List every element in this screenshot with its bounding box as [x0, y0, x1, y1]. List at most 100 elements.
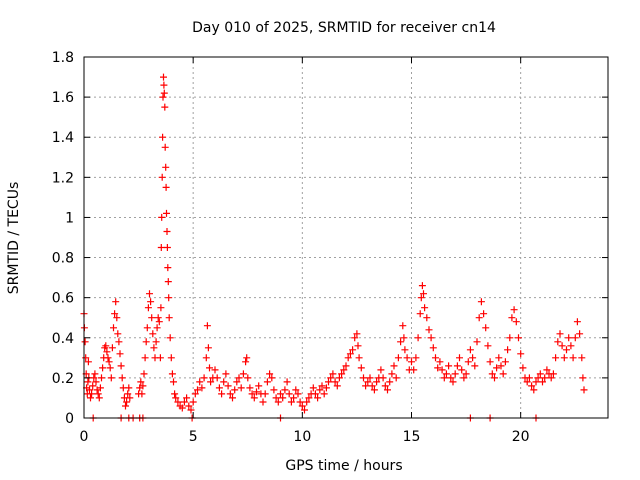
- data-point: [126, 394, 134, 402]
- data-point: [213, 374, 221, 382]
- data-point: [322, 384, 330, 392]
- data-point: [164, 278, 172, 286]
- data-point: [370, 386, 378, 394]
- data-point: [360, 374, 367, 382]
- data-point: [386, 378, 394, 386]
- data-point: [255, 382, 263, 390]
- data-point: [480, 310, 488, 318]
- data-point: [493, 364, 501, 372]
- data-point: [519, 364, 527, 372]
- data-point: [445, 362, 453, 370]
- data-point: [412, 354, 420, 362]
- data-point: [296, 398, 304, 406]
- data-point: [438, 366, 446, 374]
- data-point: [162, 183, 170, 191]
- data-point: [580, 386, 588, 394]
- axis-ticks: 0 0.2 0.4 0.6 0.8 1 1.2 1.4 1.6 1.8 0 5 10 15 20: [52, 50, 608, 445]
- data-point: [87, 394, 94, 402]
- y-tick-label: 1.6: [52, 90, 74, 106]
- data-point: [191, 390, 199, 398]
- data-point: [139, 382, 147, 390]
- data-point: [301, 406, 308, 414]
- y-tick-label: 1: [65, 210, 74, 226]
- data-point: [285, 390, 293, 398]
- data-point: [141, 354, 149, 362]
- data-point: [152, 338, 160, 346]
- data-point: [172, 394, 180, 402]
- data-point: [142, 338, 150, 346]
- x-tick-label: 5: [189, 429, 198, 445]
- data-point: [229, 394, 236, 402]
- data-point: [400, 334, 408, 342]
- data-point: [231, 386, 239, 394]
- data-point: [331, 378, 339, 386]
- data-point: [397, 338, 405, 346]
- data-point: [84, 358, 92, 366]
- data-point: [94, 390, 102, 398]
- data-point: [442, 370, 450, 378]
- data-point: [112, 298, 120, 306]
- data-point: [458, 366, 466, 374]
- x-tick-label: 0: [80, 429, 89, 445]
- data-point: [95, 394, 103, 402]
- data-point: [159, 93, 167, 101]
- data-point: [194, 386, 201, 394]
- data-point: [414, 334, 422, 342]
- data-point: [160, 73, 167, 81]
- data-point: [567, 342, 575, 350]
- data-point: [338, 370, 346, 378]
- y-tick-label: 0.8: [52, 251, 74, 267]
- x-tick-label: 20: [512, 429, 530, 445]
- data-point: [111, 310, 119, 318]
- y-tick-label: 0.4: [52, 331, 74, 347]
- data-point: [279, 394, 287, 402]
- data-point: [206, 364, 213, 372]
- data-point: [460, 374, 468, 382]
- data-point: [103, 348, 111, 356]
- data-point: [272, 394, 280, 402]
- data-point: [239, 370, 247, 378]
- data-point: [429, 344, 437, 352]
- data-point: [144, 304, 152, 312]
- data-point: [366, 374, 374, 382]
- data-point: [268, 374, 276, 382]
- data-point: [104, 354, 112, 362]
- y-tick-label: 0: [65, 411, 74, 427]
- data-point: [292, 386, 300, 394]
- data-point: [114, 330, 122, 338]
- data-point: [539, 378, 546, 386]
- data-point: [410, 366, 418, 374]
- data-point: [140, 370, 148, 378]
- data-point: [86, 386, 93, 394]
- data-point: [475, 314, 483, 322]
- data-point: [384, 386, 391, 394]
- data-point: [379, 374, 387, 382]
- y-tick-label: 0.6: [52, 291, 74, 307]
- data-point: [346, 350, 354, 358]
- data-point: [349, 346, 357, 354]
- data-point: [148, 314, 156, 322]
- data-point: [420, 290, 427, 298]
- data-point: [344, 354, 352, 362]
- data-point: [377, 366, 385, 374]
- x-tick-label: 10: [293, 429, 311, 445]
- data-point: [325, 378, 332, 386]
- data-point: [547, 374, 555, 382]
- data-point: [417, 294, 425, 302]
- data-point: [163, 244, 171, 251]
- data-point: [158, 173, 166, 181]
- data-point: [266, 370, 274, 378]
- data-point: [353, 330, 361, 338]
- y-axis-title: SRMTID / TECUs: [6, 182, 22, 295]
- data-point: [436, 358, 444, 366]
- data-point: [309, 384, 317, 392]
- y-tick-label: 1.4: [52, 130, 74, 146]
- data-point: [408, 358, 415, 366]
- data-point: [333, 382, 341, 390]
- data-point: [138, 390, 146, 398]
- data-point: [99, 364, 107, 372]
- data-point: [576, 330, 584, 338]
- data-point: [523, 378, 531, 386]
- data-point: [283, 378, 291, 386]
- data-point: [92, 378, 100, 386]
